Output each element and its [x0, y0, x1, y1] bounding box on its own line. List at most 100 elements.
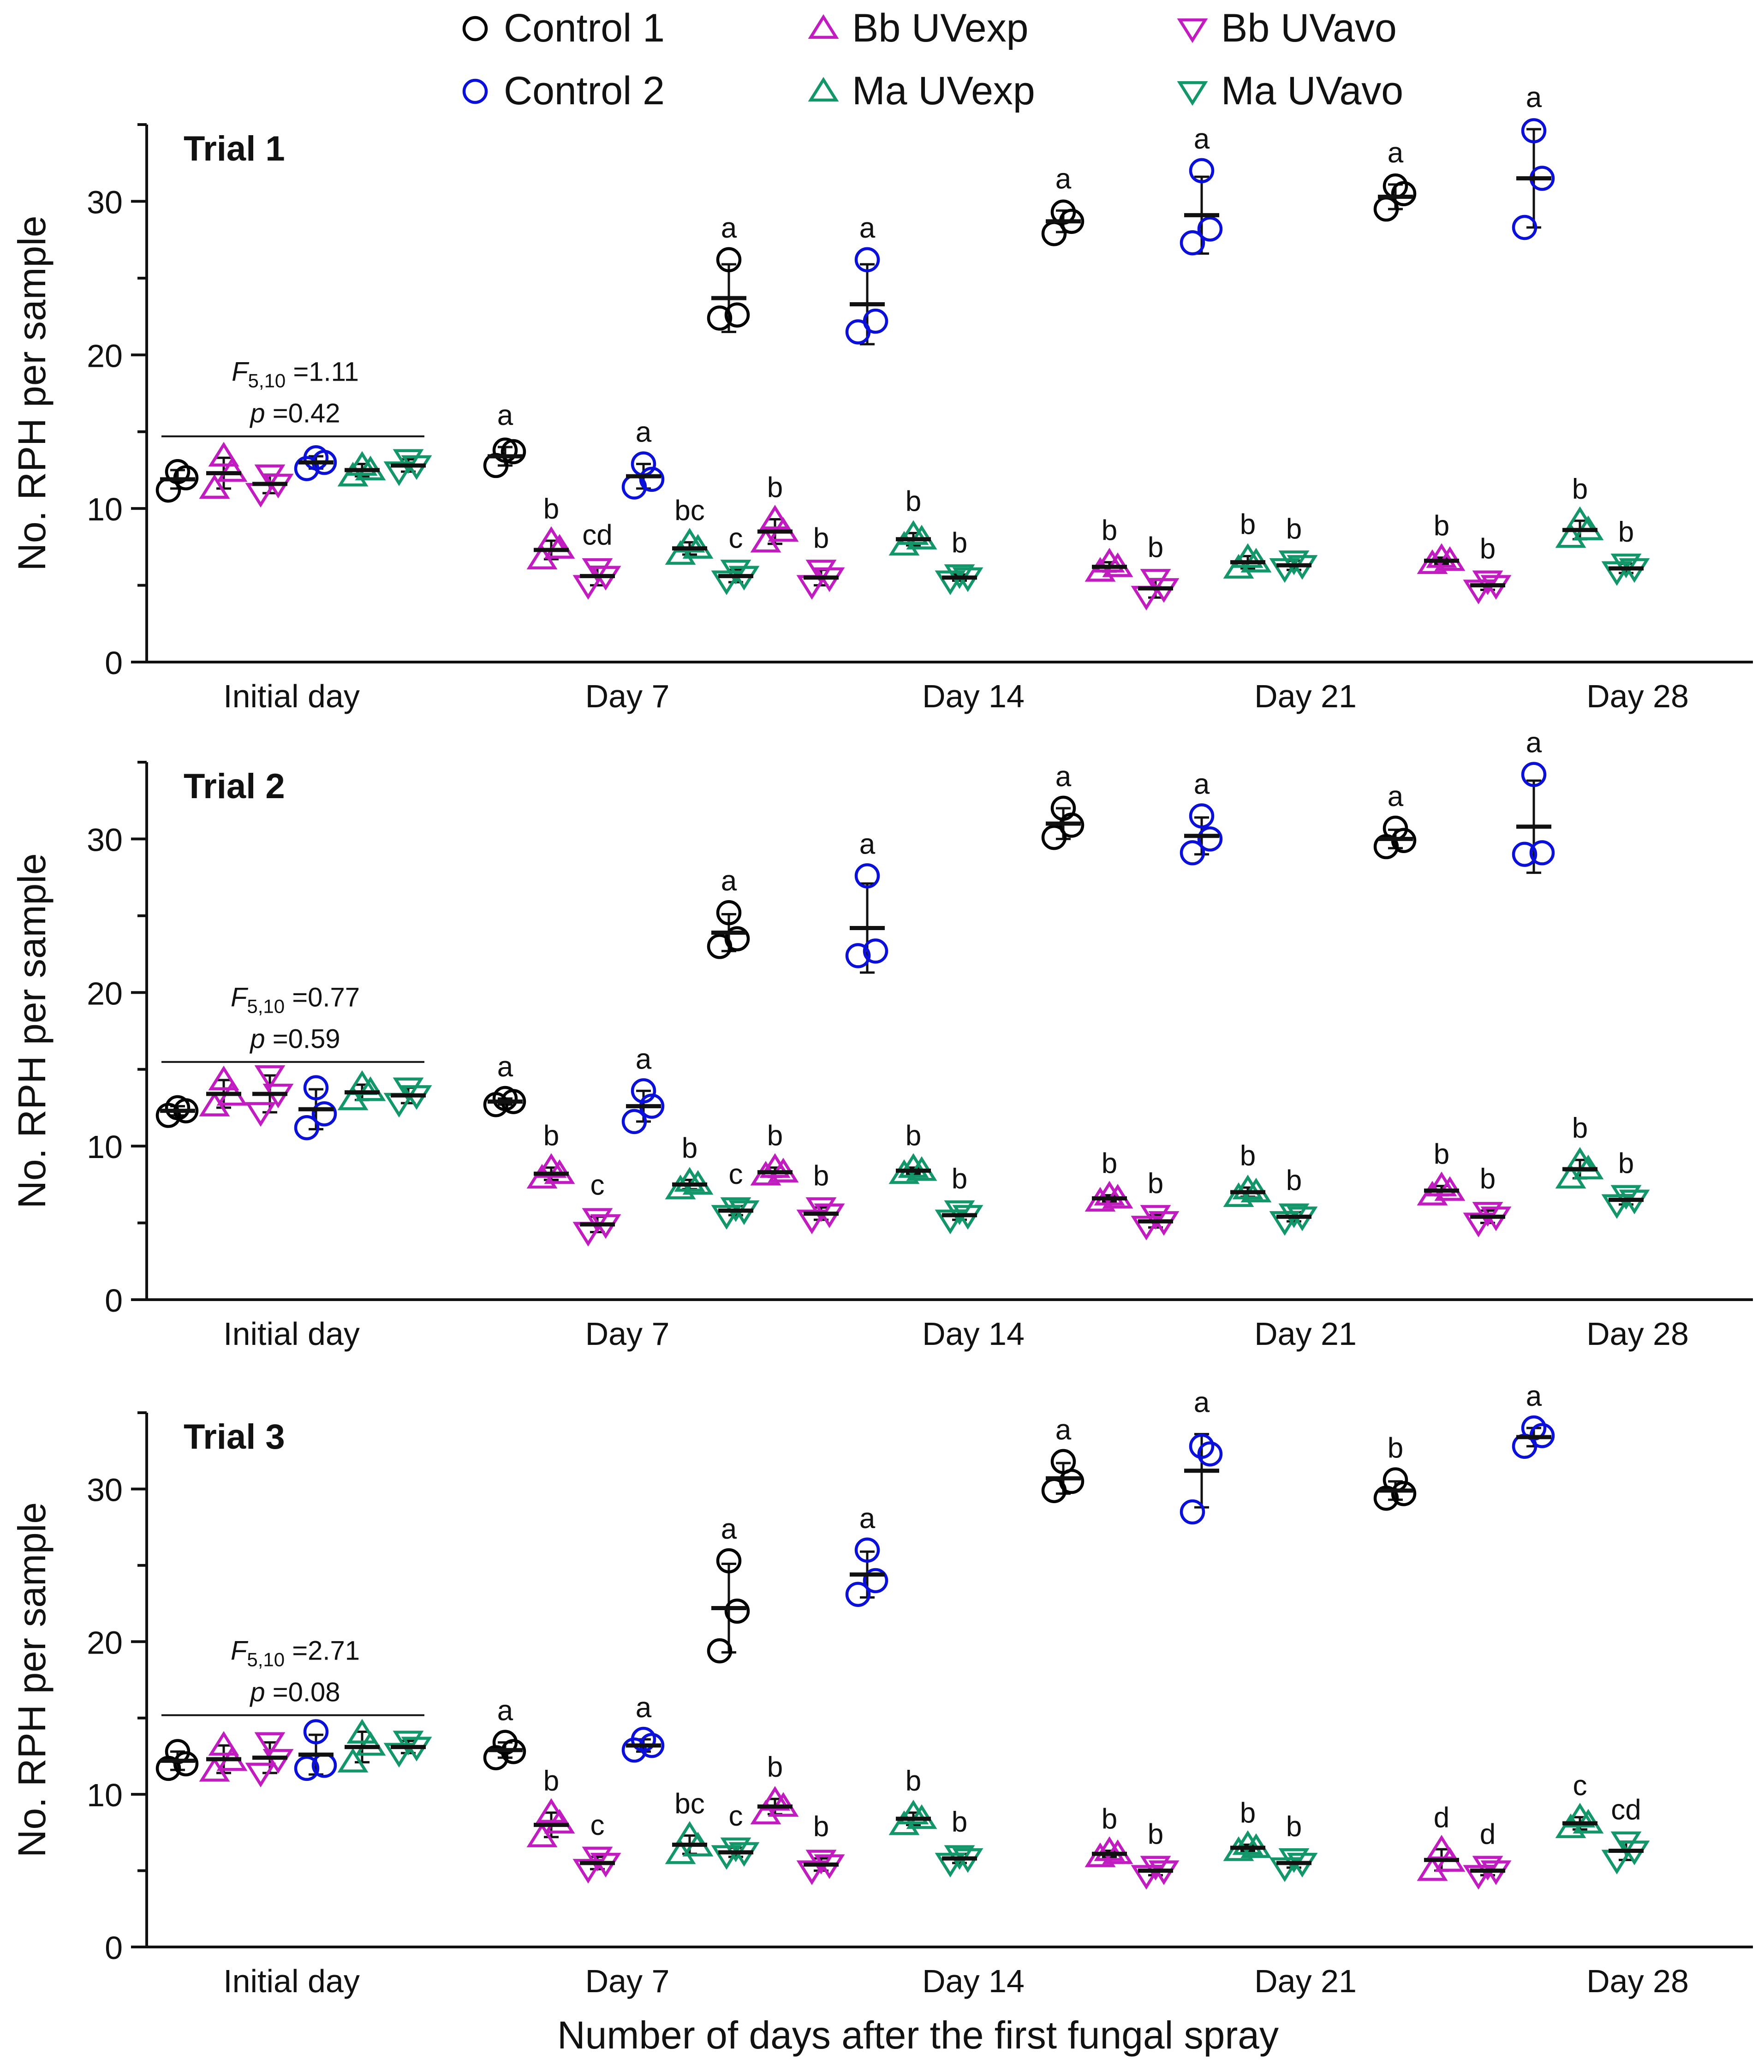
data-point	[311, 1101, 337, 1127]
data-point	[1140, 1205, 1171, 1230]
significance-letter: b	[813, 1811, 829, 1843]
series-ma-uvavo: b	[1269, 513, 1318, 583]
significance-letter: b	[813, 1160, 829, 1192]
significance-letter: a	[636, 417, 652, 448]
series-bb-uvavo	[245, 1065, 294, 1127]
data-point	[337, 1748, 369, 1773]
data-point	[303, 445, 329, 471]
series-ma-uvavo: cd	[1601, 1794, 1650, 1875]
data-point	[1472, 1856, 1503, 1881]
significance-letter: b	[1286, 1164, 1302, 1196]
data-point	[1131, 1216, 1162, 1241]
data-point	[1610, 1185, 1642, 1210]
data-point	[720, 1837, 751, 1863]
series-bb-uvavo: b	[1131, 1168, 1180, 1241]
series-ma-uvavo: c	[711, 1158, 760, 1230]
series-ma-uvexp	[337, 451, 386, 487]
series-control-2: a	[1180, 769, 1223, 866]
series-bb-uvavo: b	[796, 1811, 845, 1885]
significance-letter: a	[721, 212, 737, 244]
legend-label-bb-uvavo: Bb UVavo	[1221, 6, 1397, 50]
data-point	[199, 474, 230, 499]
data-point	[208, 442, 239, 467]
x-tick-label: Day 7	[585, 678, 670, 714]
series-bb-uvexp: b	[750, 1120, 799, 1186]
significance-letter: a	[497, 400, 513, 431]
significance-letter: a	[1388, 781, 1404, 812]
stat-f-subscript: 5,10	[247, 996, 285, 1017]
stat-f-label: F	[232, 357, 250, 387]
significance-letter: a	[1055, 163, 1072, 195]
series-control-1: b	[1373, 1433, 1417, 1511]
series-ma-uvexp: b	[1223, 1797, 1272, 1861]
group-initial-day	[155, 1065, 432, 1140]
data-point	[208, 1731, 239, 1756]
data-point	[944, 1200, 975, 1225]
series-control-2: a	[1180, 123, 1223, 256]
data-point	[716, 1548, 742, 1574]
data-point	[1426, 1171, 1457, 1196]
significance-letter: b	[1148, 1819, 1163, 1851]
legend-label-bb-uvexp: Bb UVexp	[852, 6, 1028, 50]
series-control-1: a	[483, 1695, 526, 1770]
series-bb-uvexp	[199, 1065, 248, 1117]
significance-letter: b	[767, 1120, 783, 1152]
legend-marker-control-2	[462, 78, 488, 104]
data-point	[724, 302, 750, 328]
legend-item-ma-uvexp: Ma UVexp	[808, 69, 1035, 113]
series-bb-uvexp: b	[750, 1751, 799, 1825]
data-point	[245, 1762, 276, 1788]
significance-letter: a	[497, 1051, 513, 1083]
y-tick-label: 0	[105, 645, 123, 681]
data-point	[1512, 215, 1538, 240]
data-point	[536, 1798, 567, 1823]
data-point	[639, 466, 665, 492]
series-control-1: a	[707, 865, 750, 959]
data-point	[536, 1153, 567, 1178]
panel-trial-2: 0 10 20 30 No. RPH per sample Trial 2 Initial …	[10, 727, 1753, 1352]
data-point	[393, 1077, 424, 1102]
series-bb-uvavo: b	[1131, 531, 1180, 611]
series-bb-uvexp: b	[750, 472, 799, 553]
series-ma-uvexp: b	[888, 485, 937, 556]
significance-letter: c	[590, 1169, 605, 1201]
series-control-1	[155, 459, 199, 503]
significance-letter: b	[906, 1765, 921, 1797]
x-tick-label: Day 21	[1254, 1963, 1357, 1999]
series-bb-uvavo: cd	[572, 519, 621, 600]
stat-f-text: F5,10 =2.71	[231, 1636, 360, 1671]
series-bb-uvexp: b	[526, 1765, 575, 1847]
data-point	[393, 1731, 424, 1756]
significance-letter: a	[1526, 1380, 1542, 1412]
data-point	[346, 1719, 378, 1744]
series-ma-uvexp: b	[665, 1132, 714, 1200]
y-tick-label: 30	[87, 184, 123, 220]
data-point	[759, 505, 791, 530]
significance-letter: a	[1055, 761, 1072, 793]
legend-marker-ma-uvexp	[808, 77, 839, 102]
series-control-1: a	[707, 212, 750, 333]
significance-letter: d	[1480, 1819, 1496, 1851]
stat-f-value: =2.71	[285, 1636, 360, 1666]
significance-letter: b	[1618, 1148, 1634, 1180]
significance-letter: bc	[674, 1788, 704, 1820]
data-point	[674, 528, 705, 553]
x-tick-label: Day 28	[1586, 1963, 1689, 1999]
significance-letter: b	[1618, 516, 1634, 548]
series-bb-uvavo: b	[1463, 533, 1512, 604]
x-tick-label: Initial day	[223, 1316, 360, 1352]
series-bb-uvexp: b	[526, 1120, 575, 1189]
significance-letter: b	[543, 1765, 559, 1797]
data-point	[805, 560, 837, 585]
data-point	[582, 1208, 613, 1233]
significance-letter: a	[636, 1043, 652, 1075]
series-ma-uvavo: b	[1601, 516, 1650, 586]
data-point	[1463, 579, 1494, 604]
y-tick-label: 10	[87, 491, 123, 527]
significance-letter: b	[1148, 531, 1163, 563]
data-point	[346, 451, 378, 476]
data-point	[254, 1065, 286, 1090]
